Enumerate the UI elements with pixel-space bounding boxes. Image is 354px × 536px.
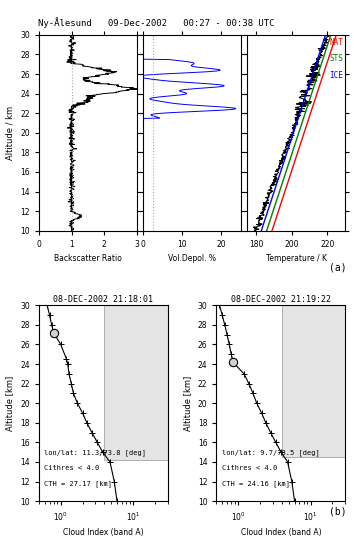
Y-axis label: Altitude / km: Altitude / km <box>6 106 15 160</box>
Y-axis label: Altitude [km]: Altitude [km] <box>6 376 15 431</box>
X-axis label: Backscatter Ratio: Backscatter Ratio <box>54 255 122 263</box>
Text: lon/lat: 9.7/78.5 [deg]: lon/lat: 9.7/78.5 [deg] <box>222 449 319 456</box>
Bar <box>282 305 345 457</box>
Y-axis label: Altitude [km]: Altitude [km] <box>183 376 192 431</box>
Text: ICE: ICE <box>329 71 343 80</box>
Text: STS: STS <box>329 55 343 63</box>
Text: Ny-Ålesund   09-Dec-2002   00:27 - 00:38 UTC: Ny-Ålesund 09-Dec-2002 00:27 - 00:38 UTC <box>38 17 274 28</box>
Text: (a): (a) <box>329 263 346 273</box>
X-axis label: Cloud Index (band A): Cloud Index (band A) <box>63 528 144 536</box>
Text: Cithres < 4.0: Cithres < 4.0 <box>222 465 277 471</box>
Text: lon/lat: 11.3/73.8 [deg]: lon/lat: 11.3/73.8 [deg] <box>44 449 146 456</box>
Text: CTH = 27.17 [km]: CTH = 27.17 [km] <box>44 481 112 487</box>
Text: Cithres < 4.0: Cithres < 4.0 <box>44 465 99 471</box>
X-axis label: Vol.Depol. %: Vol.Depol. % <box>168 255 216 263</box>
Bar <box>104 305 167 460</box>
Title: 08-DEC-2002 21:18:01: 08-DEC-2002 21:18:01 <box>53 295 153 304</box>
Text: (b): (b) <box>329 507 346 517</box>
Text: NAT: NAT <box>329 38 343 47</box>
X-axis label: Temperature / K: Temperature / K <box>266 255 327 263</box>
Title: 08-DEC-2002 21:19:22: 08-DEC-2002 21:19:22 <box>231 295 331 304</box>
X-axis label: Cloud Index (band A): Cloud Index (band A) <box>240 528 321 536</box>
Text: CTH = 24.16 [km]: CTH = 24.16 [km] <box>222 481 290 487</box>
